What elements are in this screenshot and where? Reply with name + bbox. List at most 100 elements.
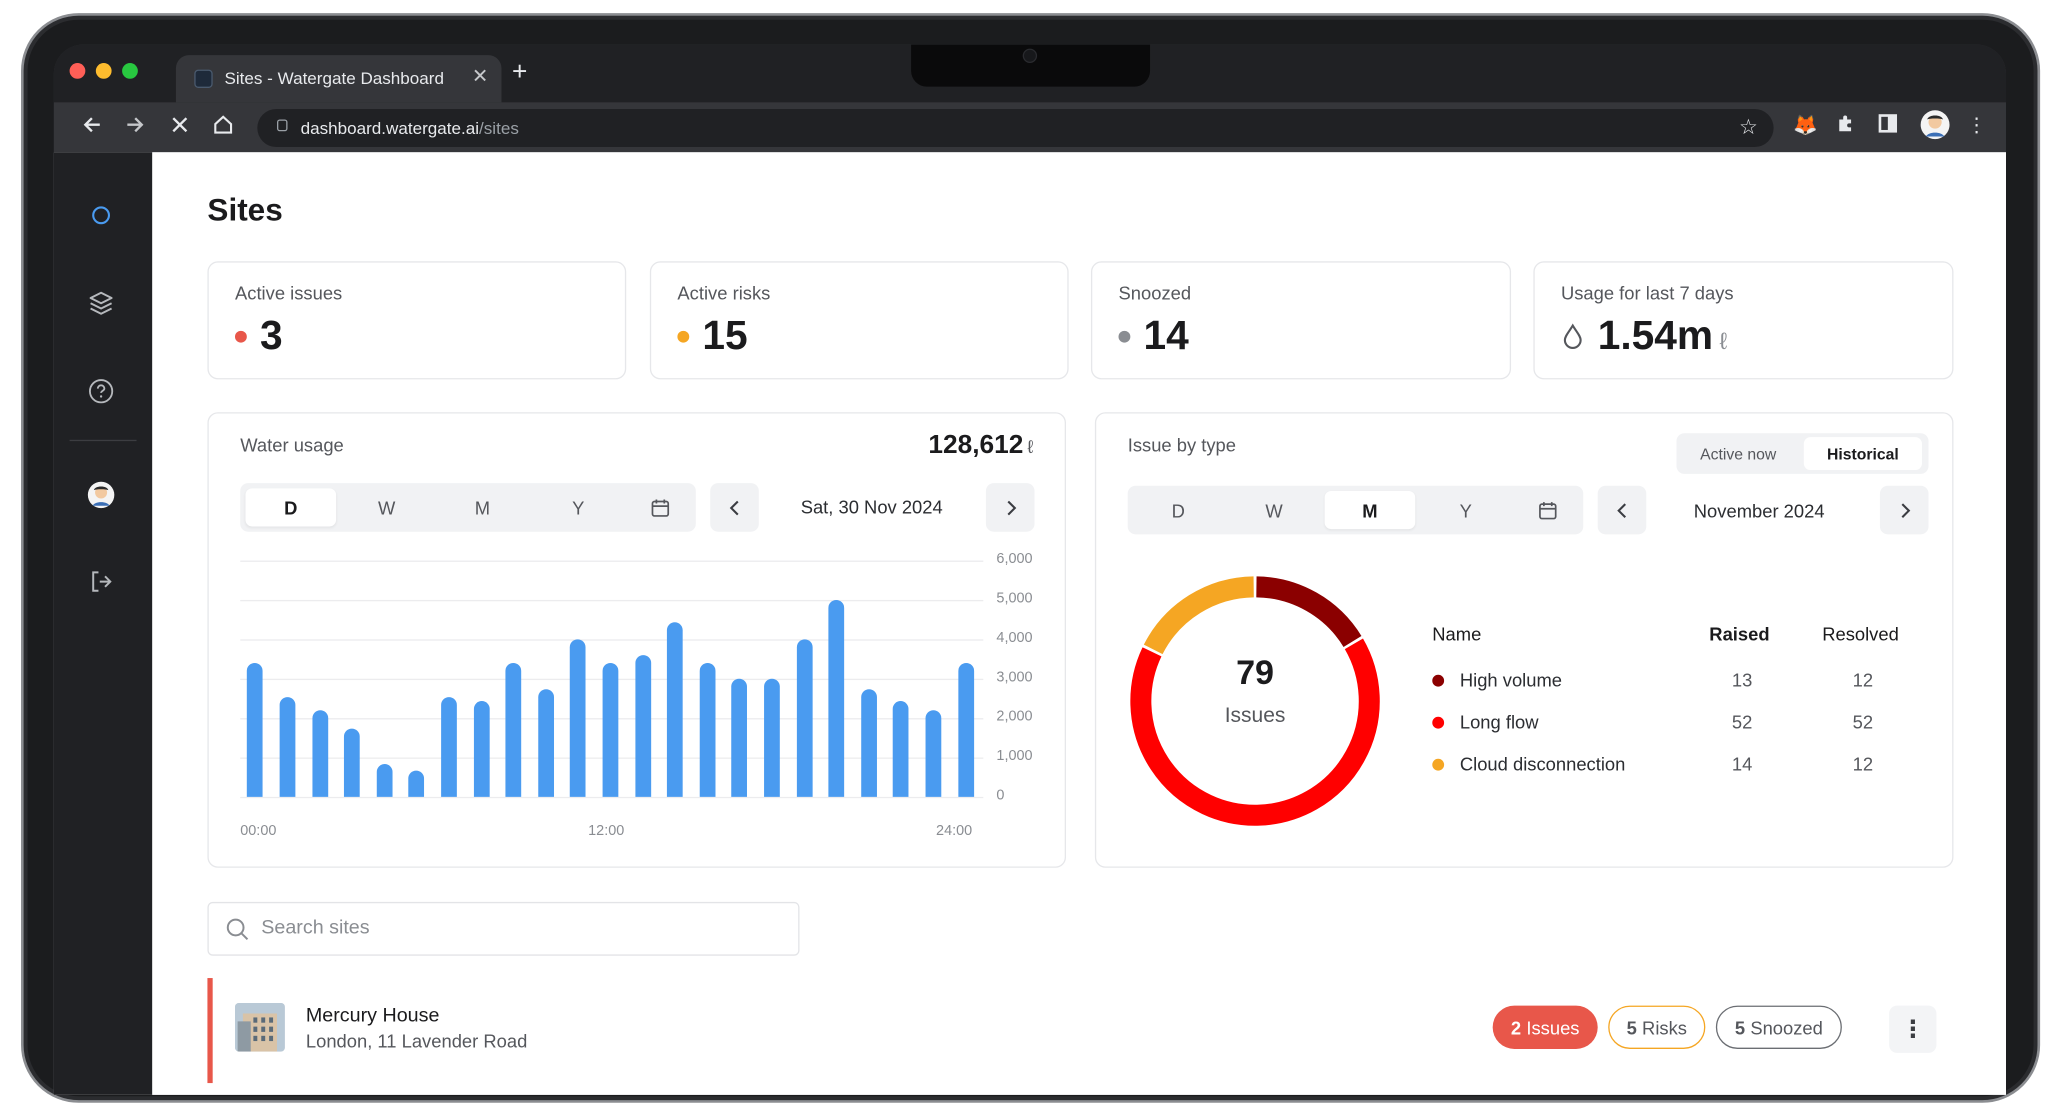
stat-card-active-risks[interactable]: Active risks 15 — [649, 261, 1069, 380]
risks-badge[interactable]: 5 Risks — [1608, 1005, 1706, 1049]
usage-bar[interactable] — [634, 655, 651, 797]
stat-card-usage[interactable]: Usage for last 7 days 1.54m ℓ — [1533, 261, 1954, 380]
usage-bar[interactable] — [408, 770, 425, 797]
issue-by-type-panel: Issue by type Active now Historical D W … — [1094, 412, 1954, 868]
legend-header-resolved: Resolved — [1822, 623, 1899, 645]
panel-title: Water usage — [240, 434, 344, 456]
usage-bar[interactable] — [699, 662, 716, 797]
issue-dot-icon — [234, 330, 247, 342]
search-input[interactable] — [261, 916, 761, 939]
stat-label: Active risks — [677, 282, 771, 304]
cloud-disconnection-dot-icon — [1432, 758, 1445, 771]
snoozed-badge[interactable]: 5 Snoozed — [1715, 1005, 1842, 1049]
stat-value: 1.54m ℓ — [1561, 312, 1727, 359]
usage-bar[interactable] — [537, 688, 554, 797]
donut-slice[interactable] — [1256, 576, 1362, 648]
usage-bar[interactable] — [796, 639, 813, 797]
stat-card-snoozed[interactable]: Snoozed 14 — [1090, 261, 1512, 380]
next-date-button[interactable] — [985, 483, 1035, 532]
usage-bar[interactable] — [311, 710, 328, 797]
back-arrow-icon[interactable] — [80, 113, 104, 142]
gridline — [240, 796, 984, 799]
historical-toggle[interactable]: Historical — [1803, 437, 1922, 470]
home-icon[interactable] — [211, 113, 235, 142]
sites-nav-icon[interactable] — [85, 200, 117, 232]
browser-tab[interactable]: Sites - Watergate Dashboard ✕ — [175, 55, 502, 103]
forward-arrow-icon[interactable] — [123, 113, 147, 142]
water-drop-icon — [1561, 323, 1585, 349]
usage-bar[interactable] — [828, 599, 845, 797]
donut-slice[interactable] — [1143, 576, 1255, 655]
usage-bar[interactable] — [376, 763, 393, 797]
side-panel-icon[interactable] — [1877, 113, 1898, 142]
issues-badge[interactable]: 2 Issues — [1492, 1005, 1598, 1049]
x-tick-label: 24:00 — [936, 823, 973, 839]
period-month-button[interactable]: M — [1324, 490, 1416, 530]
camera-notch — [911, 44, 1151, 87]
usage-bar[interactable] — [247, 662, 263, 797]
period-week-button[interactable]: W — [377, 496, 396, 518]
stat-card-active-issues[interactable]: Active issues 3 — [207, 261, 627, 380]
usage-bar[interactable] — [861, 688, 877, 797]
risk-dot-icon — [677, 330, 690, 342]
prev-date-button[interactable] — [1597, 485, 1647, 535]
usage-bar[interactable] — [570, 639, 587, 797]
usage-bar[interactable] — [279, 696, 296, 797]
date-label: Sat, 30 Nov 2024 — [800, 496, 943, 518]
usage-bar[interactable] — [505, 662, 522, 797]
period-day-button[interactable]: D — [245, 488, 337, 527]
snoozed-dot-icon — [1118, 330, 1131, 342]
y-tick-label: 0 — [996, 787, 1005, 804]
close-tab-icon[interactable]: ✕ — [471, 65, 489, 88]
address-bar[interactable]: dashboard.watergate.ai/sites ☆ — [257, 108, 1774, 148]
help-icon[interactable] — [85, 375, 117, 407]
new-tab-button[interactable]: + — [511, 57, 528, 87]
next-date-button[interactable] — [1879, 485, 1929, 535]
camera-icon — [1022, 48, 1038, 64]
stop-loading-icon[interactable] — [168, 113, 192, 142]
period-month-button[interactable]: M — [474, 496, 491, 518]
logout-icon[interactable] — [85, 566, 117, 598]
window-close-button[interactable] — [69, 63, 86, 79]
issues-donut-chart: 79 Issues — [1130, 576, 1380, 826]
usage-bar[interactable] — [441, 696, 457, 797]
usage-bar[interactable] — [602, 662, 619, 797]
period-week-button[interactable]: W — [1265, 499, 1283, 521]
usage-bar[interactable] — [764, 678, 780, 797]
active-now-toggle[interactable]: Active now — [1700, 444, 1777, 463]
more-options-icon[interactable]: ⋮ — [1889, 1005, 1937, 1053]
url-text[interactable]: dashboard.watergate.ai/sites — [300, 118, 519, 138]
fox-extension-icon[interactable]: 🦊 — [1793, 114, 1818, 137]
extensions-puzzle-icon[interactable] — [1835, 113, 1856, 142]
calendar-icon[interactable] — [634, 488, 687, 526]
sidebar-divider — [69, 439, 137, 442]
calendar-icon[interactable] — [1522, 491, 1575, 529]
usage-bar[interactable] — [667, 621, 683, 797]
prev-date-button[interactable] — [710, 483, 759, 532]
usage-bar[interactable] — [344, 727, 360, 797]
donut-slice[interactable] — [1130, 638, 1380, 826]
profile-avatar-icon[interactable] — [1919, 109, 1951, 148]
window-minimize-button[interactable] — [95, 63, 112, 79]
legend-header-name: Name — [1432, 623, 1482, 645]
site-row[interactable]: Mercury House London, 11 Lavender Road 2… — [207, 978, 1954, 1084]
bookmark-star-icon[interactable]: ☆ — [1739, 116, 1758, 140]
browser-menu-icon[interactable]: ⋮ — [1966, 114, 1987, 137]
user-avatar-icon[interactable] — [85, 479, 117, 511]
gridline — [240, 639, 984, 641]
usage-bar[interactable] — [473, 700, 490, 797]
usage-bar[interactable] — [731, 678, 748, 797]
usage-bar[interactable] — [893, 700, 910, 797]
sidebar — [53, 152, 153, 1095]
window-zoom-button[interactable] — [122, 63, 138, 79]
y-tick-label: 6,000 — [996, 551, 1033, 568]
usage-bar[interactable] — [925, 710, 942, 797]
period-year-button[interactable]: Y — [572, 496, 585, 518]
period-day-button[interactable]: D — [1171, 499, 1185, 521]
issue-mode-toggle: Active now Historical — [1676, 433, 1929, 474]
usage-bar[interactable] — [957, 662, 974, 797]
unit-label: ℓ — [1719, 327, 1728, 354]
period-year-button[interactable]: Y — [1459, 499, 1472, 521]
layers-icon[interactable] — [85, 288, 117, 320]
date-label: November 2024 — [1693, 500, 1825, 522]
